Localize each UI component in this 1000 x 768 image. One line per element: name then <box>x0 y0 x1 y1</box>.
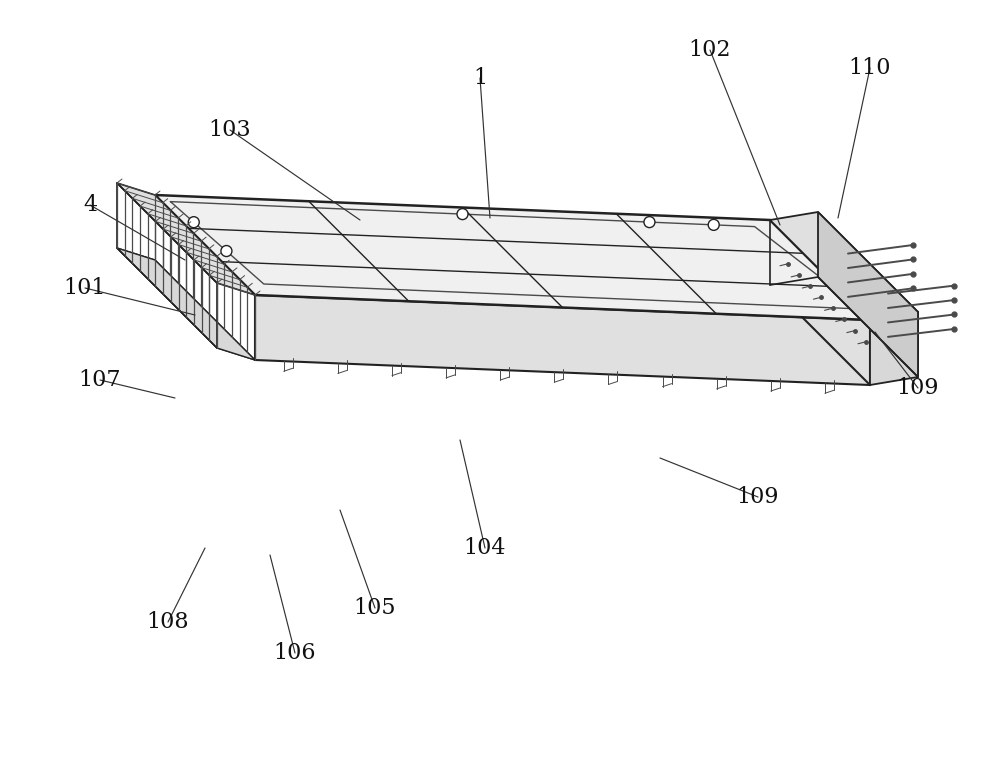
Text: 109: 109 <box>737 486 779 508</box>
Text: 106: 106 <box>274 642 316 664</box>
Text: 4: 4 <box>83 194 97 216</box>
Circle shape <box>221 246 232 257</box>
Text: 1: 1 <box>473 67 487 89</box>
Text: 109: 109 <box>897 377 939 399</box>
Text: 102: 102 <box>689 39 731 61</box>
Text: 107: 107 <box>79 369 121 391</box>
Circle shape <box>708 220 719 230</box>
Polygon shape <box>770 212 918 320</box>
Polygon shape <box>155 195 870 320</box>
Polygon shape <box>818 212 918 377</box>
Text: 108: 108 <box>147 611 189 633</box>
Text: 103: 103 <box>209 119 251 141</box>
Text: 101: 101 <box>64 277 106 299</box>
Circle shape <box>644 217 655 227</box>
Polygon shape <box>255 295 870 385</box>
Text: 110: 110 <box>849 57 891 79</box>
Polygon shape <box>870 312 918 385</box>
Text: 104: 104 <box>464 537 506 559</box>
Polygon shape <box>117 183 255 295</box>
Circle shape <box>188 217 199 227</box>
Circle shape <box>457 209 468 220</box>
Text: 105: 105 <box>354 597 396 619</box>
Polygon shape <box>117 248 255 360</box>
Polygon shape <box>117 248 255 360</box>
